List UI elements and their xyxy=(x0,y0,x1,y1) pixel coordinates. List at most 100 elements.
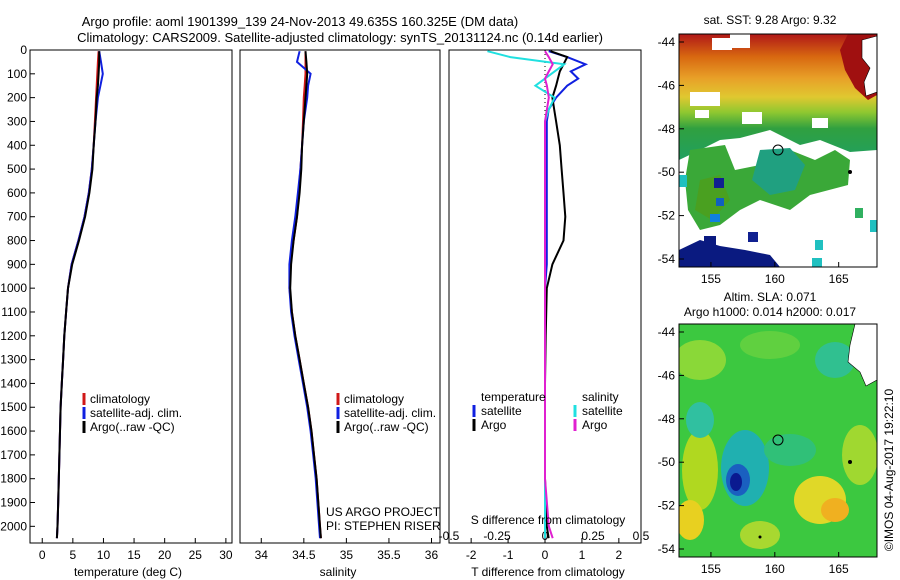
x-tick-label: 34.5 xyxy=(292,548,316,562)
lat-tick-label: -44 xyxy=(658,325,676,339)
depth-axis: 0 100 200 300 400 500 600 700 800 900 1000 1100 1200… xyxy=(0,43,35,533)
pi-credit: PI: STEPHEN RISER xyxy=(326,519,441,533)
lat-tick-label: -54 xyxy=(658,252,676,266)
depth-tick-label: 2000 xyxy=(0,519,27,533)
sst-map-title: sat. SST: 9.28 Argo: 9.32 xyxy=(704,13,837,27)
depth-tick-label: 400 xyxy=(7,138,27,152)
legend-climatology: climatology xyxy=(344,392,404,406)
legend-argo: Argo(..raw -QC) xyxy=(344,420,429,434)
legend-satellite: satellite-adj. clim. xyxy=(90,406,182,420)
x-tick-label: 2 xyxy=(616,548,623,562)
depth-tick-label: 900 xyxy=(7,257,27,271)
difference-panel: -2 -1 0 1 2 -0.5 -0.25 0 0.25 0.5 temperature sa… xyxy=(439,49,650,579)
sla-map-title-line2: Argo h1000: 0.014 h2000: 0.017 xyxy=(684,305,856,319)
temperature-series xyxy=(55,51,104,539)
sla-map-frame xyxy=(678,323,878,558)
depth-tick-label: 700 xyxy=(7,210,27,224)
salinity-series xyxy=(288,50,322,539)
salinity-panel: 34 34.5 35 35.5 36 climatology satellite-adj… xyxy=(239,49,441,579)
s-tick-label: 0.5 xyxy=(633,529,650,543)
depth-tick-label: 200 xyxy=(7,91,27,105)
figure-title-line1: Argo profile: aoml 1901399_139 24-Nov-20… xyxy=(82,14,519,29)
sla-map-title-line1: Altim. SLA: 0.071 xyxy=(724,290,817,304)
x-tick-label: 30 xyxy=(219,548,233,562)
depth-tick-label: 1500 xyxy=(0,400,27,414)
salinity-plot-frame xyxy=(239,49,441,544)
sla-map-panel: Altim. SLA: 0.071 Argo h1000: 0.014 h200… xyxy=(658,290,878,576)
s-tick-label: 0.25 xyxy=(581,529,605,543)
lon-tick-label: 155 xyxy=(701,272,721,286)
lat-tick-label: -52 xyxy=(658,209,676,223)
salinity-axis-label: salinity xyxy=(320,565,357,579)
temperature-axis-label: temperature (deg C) xyxy=(74,565,182,579)
temperature-plot-frame xyxy=(29,49,233,544)
lon-tick-label: 155 xyxy=(701,562,721,576)
x-tick-label: 0 xyxy=(542,548,549,562)
lon-tick-label: 160 xyxy=(765,272,785,286)
lat-tick-label: -46 xyxy=(658,78,676,92)
salinity-axis: 34 34.5 35 35.5 36 xyxy=(255,538,439,562)
lat-tick-label: -50 xyxy=(658,165,676,179)
t-difference-axis: -2 -1 0 1 2 xyxy=(466,538,623,562)
x-tick-label: 35 xyxy=(340,548,354,562)
lat-tick-label: -52 xyxy=(658,499,676,513)
x-tick-label: 5 xyxy=(70,548,77,562)
depth-tick-label: 300 xyxy=(7,114,27,128)
depth-tick-label: 600 xyxy=(7,186,27,200)
legend-sal-argo: Argo xyxy=(582,418,608,432)
difference-legend: temperature satellite Argo salinity sate… xyxy=(472,390,623,432)
depth-tick-label: 1400 xyxy=(0,376,27,390)
lat-tick-label: -44 xyxy=(658,35,676,49)
project-credit: US ARGO PROJECT xyxy=(326,505,441,519)
depth-tick-label: 0 xyxy=(20,43,27,57)
legend-satellite: satellite-adj. clim. xyxy=(344,406,436,420)
x-tick-label: 10 xyxy=(97,548,111,562)
sla-map-image xyxy=(679,324,877,557)
depth-tick-label: 1600 xyxy=(0,424,27,438)
x-tick-label: 36 xyxy=(425,548,439,562)
sst-map-panel: sat. SST: 9.28 Argo: 9.32 xyxy=(658,13,878,286)
x-tick-label: 25 xyxy=(189,548,203,562)
depth-tick-label: 1200 xyxy=(0,329,27,343)
lat-tick-label: -48 xyxy=(658,412,676,426)
temperature-axis: 0 5 10 15 20 25 30 xyxy=(39,538,233,562)
depth-tick-label: 800 xyxy=(7,234,27,248)
x-tick-label: 15 xyxy=(127,548,141,562)
t-difference-axis-label: T difference from climatology xyxy=(471,565,625,579)
x-tick-label: -1 xyxy=(503,548,514,562)
sst-map-axes: -44 -46 -48 -50 -52 -54 155 160 165 xyxy=(658,35,849,286)
x-tick-label: 20 xyxy=(158,548,172,562)
depth-tick-label: 1000 xyxy=(0,281,27,295)
lat-tick-label: -48 xyxy=(658,122,676,136)
lat-tick-label: -46 xyxy=(658,368,676,382)
s-tick-label: -0.5 xyxy=(439,529,460,543)
x-tick-label: -2 xyxy=(466,548,477,562)
legend-temp-satellite: satellite xyxy=(481,404,522,418)
x-tick-label: 35.5 xyxy=(377,548,401,562)
legend-climatology: climatology xyxy=(90,392,150,406)
depth-tick-label: 1900 xyxy=(0,496,27,510)
x-tick-label: 1 xyxy=(579,548,586,562)
depth-tick-label: 1800 xyxy=(0,472,27,486)
lat-tick-label: -50 xyxy=(658,455,676,469)
series-line-salinity-argo xyxy=(543,50,554,539)
depth-tick-label: 1700 xyxy=(0,448,27,462)
salinity-legend: climatology satellite-adj. clim. Argo(..… xyxy=(336,392,436,434)
s-difference-axis-label: S difference from climatology xyxy=(471,513,626,527)
lon-tick-label: 160 xyxy=(765,562,785,576)
imos-credit: ©IMOS 04-Aug-2017 19:22:10 xyxy=(882,389,896,552)
x-tick-label: 0 xyxy=(39,548,46,562)
legend-temperature-title: temperature xyxy=(481,390,546,404)
legend-salinity-title: salinity xyxy=(582,390,619,404)
temperature-legend: climatology satellite-adj. clim. Argo(..… xyxy=(82,392,182,434)
sst-map-frame xyxy=(678,33,878,268)
sla-map-axes: -44 -46 -48 -50 -52 -54 155 160 165 xyxy=(658,325,849,576)
difference-series xyxy=(487,50,589,543)
lon-tick-label: 165 xyxy=(829,272,849,286)
depth-tick-label: 100 xyxy=(7,67,27,81)
temperature-panel: 0100200300400500600700800900100011001200… xyxy=(0,43,233,579)
legend-temp-argo: Argo xyxy=(481,418,507,432)
depth-tick-label: 1300 xyxy=(0,353,27,367)
lat-tick-label: -54 xyxy=(658,542,676,556)
